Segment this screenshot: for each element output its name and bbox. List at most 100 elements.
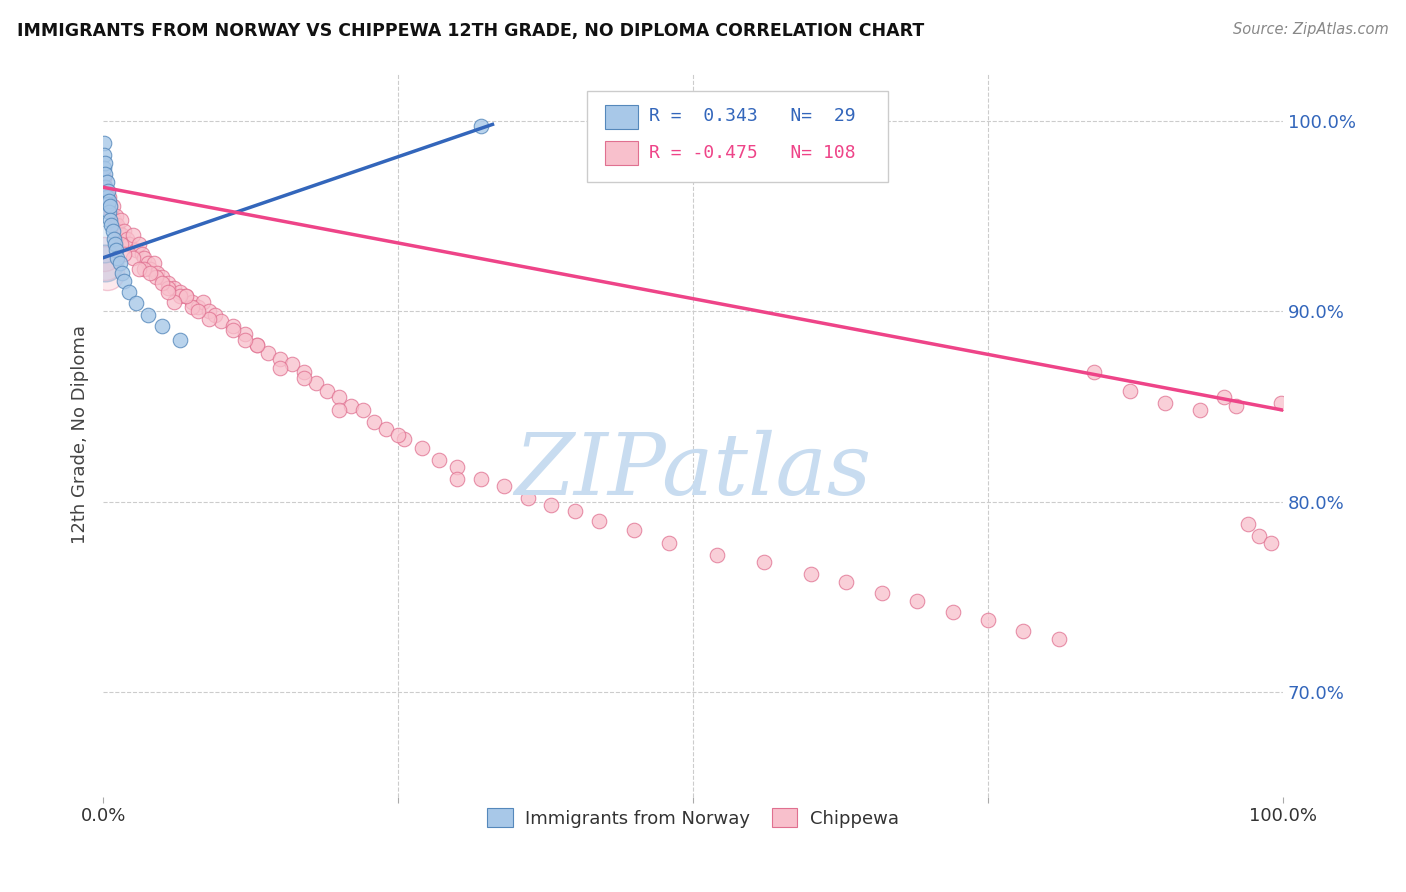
Point [100,205,122,219]
Text: ZIPatlas: ZIPatlas [515,430,872,512]
Point [292,370,315,384]
Point [134,251,156,265]
Point [706,548,728,562]
Point [1213,390,1236,404]
FancyBboxPatch shape [605,141,637,165]
Point [1225,400,1247,414]
Point [112,247,135,261]
Point [107,224,129,238]
Point [145,269,167,284]
Point [316,384,339,398]
Point [292,365,315,379]
Point [269,361,291,376]
Point [1012,624,1035,638]
Point [1260,536,1282,550]
Point [150,276,173,290]
Point [103,232,125,246]
Point [429,452,451,467]
Point [101,224,124,238]
Point [139,262,162,277]
Point [94,180,117,194]
Point [104,237,127,252]
Point [1236,517,1258,532]
Point [97,184,120,198]
Point [93,170,115,185]
Point [174,289,197,303]
Point [98,205,121,219]
Text: IMMIGRANTS FROM NORWAY VS CHIPPEWA 12TH GRADE, NO DIPLOMA CORRELATION CHART: IMMIGRANTS FROM NORWAY VS CHIPPEWA 12TH … [17,22,924,40]
Point [96,175,118,189]
Point [198,311,221,326]
Text: R = -0.475   N= 108: R = -0.475 N= 108 [650,144,856,161]
Point [169,285,191,299]
Point [588,514,610,528]
Point [100,219,122,233]
Point [157,285,180,299]
Point [328,390,350,404]
Point [98,199,121,213]
Legend: Immigrants from Norway, Chippewa: Immigrants from Norway, Chippewa [479,801,905,835]
Point [1118,384,1140,398]
Point [146,266,169,280]
Point [94,180,117,194]
Point [98,199,121,213]
Point [304,376,326,391]
Point [281,358,304,372]
Point [94,167,117,181]
Point [121,227,143,242]
Point [204,308,226,322]
Point [111,227,134,242]
Point [1189,403,1212,417]
Point [94,155,117,169]
Point [835,574,858,589]
Point [186,300,208,314]
Point [136,308,159,322]
Point [103,212,125,227]
Point [800,566,823,581]
Point [94,256,117,270]
Point [1249,529,1271,543]
Point [150,319,173,334]
Point [180,300,202,314]
Point [446,472,468,486]
Point [169,333,191,347]
Point [131,247,153,261]
Point [564,504,586,518]
Point [363,415,385,429]
Point [136,256,159,270]
Point [209,313,232,327]
Point [658,536,681,550]
Point [245,338,267,352]
Point [96,190,118,204]
Point [1083,365,1105,379]
Point [125,296,148,310]
Point [752,556,775,570]
Point [118,285,141,299]
Point [516,491,538,505]
Point [446,460,468,475]
Point [180,294,202,309]
Point [111,266,134,280]
Point [112,274,135,288]
Point [97,197,120,211]
Point [101,199,124,213]
Point [186,304,208,318]
Point [174,289,197,303]
Point [139,266,162,280]
Point [121,251,143,265]
Point [387,428,409,442]
Point [222,319,245,334]
Point [163,294,186,309]
Point [105,219,128,233]
Point [96,190,118,204]
Point [198,304,221,318]
Point [233,333,256,347]
Point [245,338,267,352]
Point [193,294,215,309]
Point [105,243,128,257]
FancyBboxPatch shape [605,105,637,128]
Point [169,289,191,303]
Point [93,237,115,252]
Point [150,269,173,284]
Point [96,266,118,280]
